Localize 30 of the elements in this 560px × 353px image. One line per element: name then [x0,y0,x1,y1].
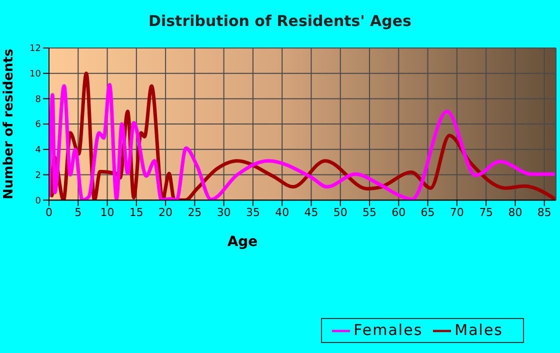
y-tick-label: 6 [35,120,42,130]
y-tick-label: 4 [35,146,42,156]
chart-title: Distribution of Residents' Ages [148,12,412,30]
x-axis-title: Age [227,234,258,250]
legend-label: Females [354,321,423,340]
x-tick-label: 85 [537,206,552,219]
y-tick-label: 8 [35,94,42,105]
x-tick-label: 80 [508,206,522,219]
legend-label: Males [454,321,503,340]
x-tick-label: 25 [188,206,202,219]
x-tick-label: 0 [46,206,52,219]
y-tick-label: 2 [35,170,41,181]
x-tick-label: 10 [100,206,114,219]
y-tick-label: 0 [35,196,42,206]
x-tick-label: 20 [158,206,173,219]
x-tick-label: 5 [74,206,82,219]
y-axis-title: Number of residents [2,48,17,200]
y-tick-label: 12 [30,44,41,54]
x-tick-label: 30 [216,206,231,219]
x-tick-label: 70 [450,206,464,219]
x-tick-label: 40 [275,206,290,219]
x-tick-label: 65 [420,206,435,219]
x-tick-label: 35 [246,206,260,219]
x-tick-label: 45 [304,206,318,219]
x-tick-label: 15 [129,206,144,219]
x-tick-label: 50 [333,206,348,219]
x-tick-label: 55 [362,206,377,219]
x-tick-label: 75 [479,206,494,219]
y-tick-label: 10 [30,70,42,80]
x-tick-label: 60 [392,206,406,219]
